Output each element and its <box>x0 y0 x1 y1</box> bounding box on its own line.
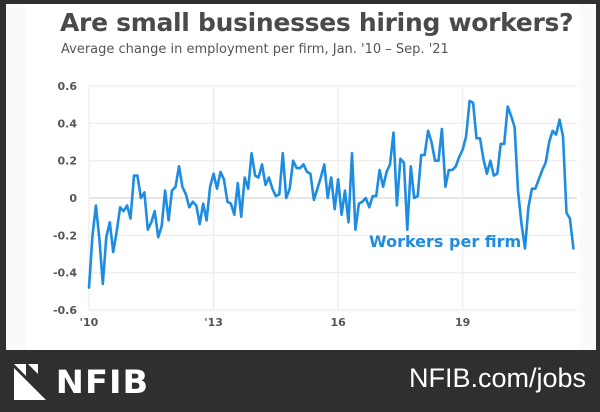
series-line-workers-per-firm <box>87 99 575 289</box>
chart-panel <box>26 4 580 350</box>
svg-text:-0.2: -0.2 <box>53 229 77 242</box>
chart-card <box>6 4 596 350</box>
footer-bar: NFIB NFIB.com/jobs <box>0 350 600 412</box>
logo-text: NFIB <box>55 363 150 401</box>
y-axis-ticks: -0.6 -0.4 -0.2 0 0.2 0.4 0.6 <box>53 80 77 317</box>
svg-text:'10: '10 <box>80 316 99 329</box>
svg-text:0.4: 0.4 <box>58 117 78 130</box>
series-label: Workers per firm <box>369 232 522 251</box>
line-chart: -0.6 -0.4 -0.2 0 0.2 0.4 0.6 '10 '13 16 19 <box>53 80 577 329</box>
svg-text:0.2: 0.2 <box>58 155 78 168</box>
nfib-logo-icon <box>14 364 46 400</box>
svg-text:-0.4: -0.4 <box>53 267 77 280</box>
svg-text:-0.6: -0.6 <box>53 304 77 317</box>
chart-subtitle: Average change in employment per firm, J… <box>61 42 449 57</box>
footer-url-link[interactable]: NFIB.com/jobs <box>408 363 586 393</box>
svg-text:'13: '13 <box>204 316 223 329</box>
chart-title: Are small businesses hiring workers? <box>60 8 574 37</box>
x-axis-ticks: '10 '13 16 19 <box>80 316 471 329</box>
svg-text:16: 16 <box>330 316 346 329</box>
svg-text:0.6: 0.6 <box>58 80 78 93</box>
nfib-logo[interactable]: NFIB <box>12 363 150 401</box>
svg-text:19: 19 <box>455 316 470 329</box>
svg-text:0: 0 <box>69 192 77 205</box>
